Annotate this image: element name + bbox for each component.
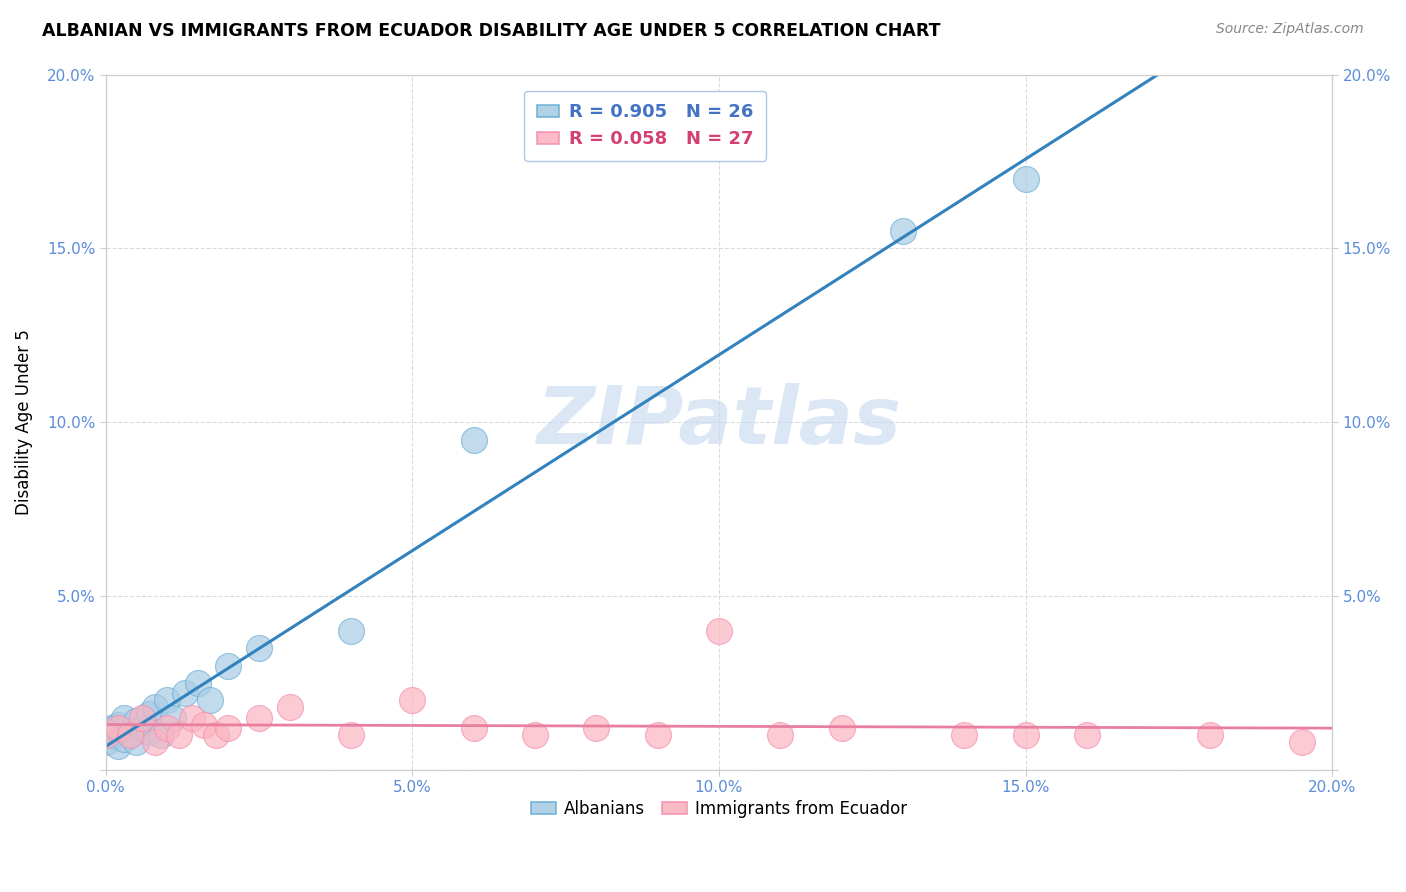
Point	[120, 728, 142, 742]
Point	[112, 711, 135, 725]
Point	[953, 728, 976, 742]
Point	[769, 728, 792, 742]
Point	[198, 693, 221, 707]
Point	[112, 731, 135, 746]
Legend: Albanians, Immigrants from Ecuador: Albanians, Immigrants from Ecuador	[524, 793, 914, 824]
Y-axis label: Disability Age Under 5: Disability Age Under 5	[15, 329, 32, 516]
Point	[187, 676, 209, 690]
Point	[101, 721, 124, 735]
Point	[125, 714, 148, 729]
Point	[174, 686, 197, 700]
Point	[120, 728, 142, 742]
Point	[1076, 728, 1098, 742]
Point	[831, 721, 853, 735]
Point	[107, 718, 129, 732]
Point	[131, 721, 153, 735]
Point	[401, 693, 423, 707]
Point	[1291, 735, 1313, 749]
Point	[647, 728, 669, 742]
Point	[278, 700, 301, 714]
Point	[247, 711, 270, 725]
Point	[138, 724, 160, 739]
Point	[162, 711, 184, 725]
Point	[101, 728, 124, 742]
Point	[205, 728, 228, 742]
Point	[143, 700, 166, 714]
Point	[94, 735, 117, 749]
Point	[463, 433, 485, 447]
Point	[463, 721, 485, 735]
Point	[94, 728, 117, 742]
Point	[707, 624, 730, 638]
Text: ALBANIAN VS IMMIGRANTS FROM ECUADOR DISABILITY AGE UNDER 5 CORRELATION CHART: ALBANIAN VS IMMIGRANTS FROM ECUADOR DISA…	[42, 22, 941, 40]
Point	[340, 728, 363, 742]
Point	[156, 721, 179, 735]
Point	[1198, 728, 1220, 742]
Point	[1014, 728, 1036, 742]
Point	[107, 739, 129, 753]
Point	[891, 224, 914, 238]
Point	[585, 721, 607, 735]
Point	[143, 735, 166, 749]
Point	[149, 728, 172, 742]
Point	[217, 658, 239, 673]
Point	[247, 641, 270, 656]
Point	[156, 693, 179, 707]
Point	[131, 711, 153, 725]
Point	[107, 721, 129, 735]
Point	[169, 728, 191, 742]
Point	[217, 721, 239, 735]
Point	[125, 735, 148, 749]
Text: ZIPatlas: ZIPatlas	[537, 384, 901, 461]
Point	[340, 624, 363, 638]
Text: Source: ZipAtlas.com: Source: ZipAtlas.com	[1216, 22, 1364, 37]
Point	[1014, 171, 1036, 186]
Point	[193, 718, 215, 732]
Point	[180, 711, 202, 725]
Point	[138, 707, 160, 722]
Point	[523, 728, 546, 742]
